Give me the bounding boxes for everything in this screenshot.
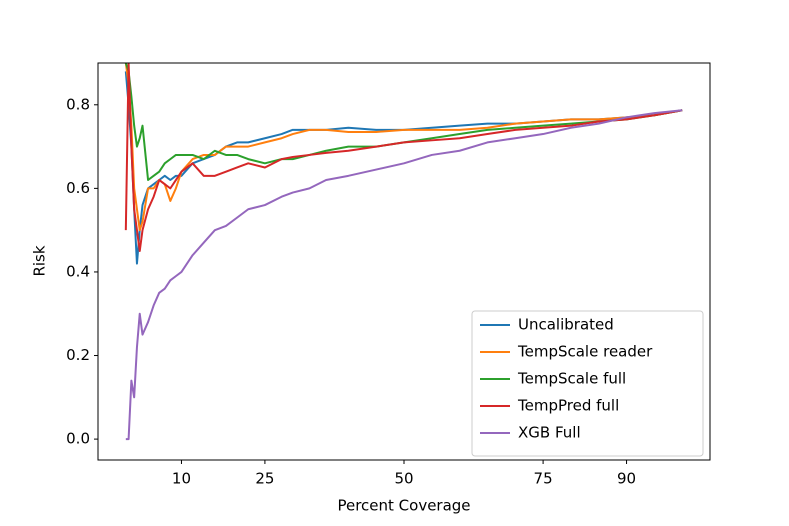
- legend-box: [471, 310, 704, 457]
- series-line: [124, 63, 683, 232]
- y-tick-label: 0.2: [66, 346, 90, 364]
- y-tick-label: 0.6: [66, 179, 90, 197]
- legend-label: TempPred full: [517, 397, 619, 415]
- legend-label: XGB Full: [518, 424, 581, 442]
- legend-label: TempScale full: [517, 370, 626, 388]
- y-tick-label: 0.8: [66, 95, 90, 113]
- series-line: [124, 63, 683, 182]
- x-tick-label: 75: [534, 470, 553, 488]
- x-tick-label: 50: [394, 470, 413, 488]
- legend-label: TempScale reader: [517, 343, 653, 361]
- y-axis-label: Risk: [31, 245, 49, 276]
- y-tick-label: 0.4: [66, 262, 90, 280]
- series-line: [124, 71, 683, 265]
- plot-lines: [124, 63, 683, 441]
- x-axis-label: Percent Coverage: [337, 497, 470, 515]
- series-line: [124, 63, 683, 253]
- x-tick-label: 10: [172, 470, 191, 488]
- series-line: [125, 109, 683, 441]
- y-tick-label: 0.0: [66, 430, 90, 448]
- legend-label: Uncalibrated: [518, 316, 614, 334]
- x-tick-label: 90: [617, 470, 636, 488]
- plot-frame: [97, 62, 711, 461]
- x-tick-label: 25: [255, 470, 274, 488]
